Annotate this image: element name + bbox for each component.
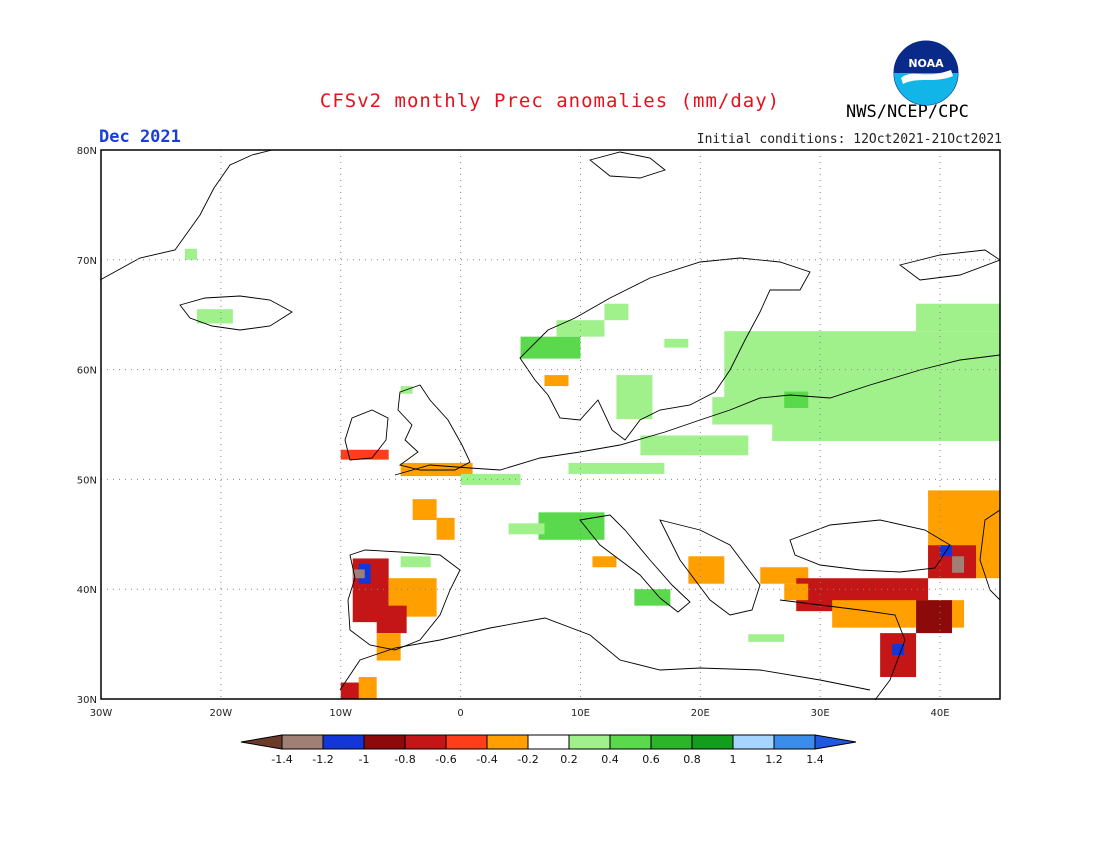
- anomaly-patch-sweden-green: [616, 375, 653, 420]
- anomaly-patch-morocco-red: [340, 682, 365, 699]
- y-tick-label: 80N: [77, 146, 97, 157]
- anomaly-patch-sw-norway: [544, 375, 569, 387]
- anomaly-patch-aegean-orange: [784, 583, 809, 601]
- anomaly-patch-channel: [400, 462, 473, 477]
- colorbar-label: -0.6: [435, 753, 456, 766]
- colorbar-label: 1.4: [806, 753, 824, 766]
- anomaly-patch-turkey-darkred: [916, 600, 953, 634]
- colorbar-label: -0.4: [476, 753, 497, 766]
- balkans-coast: [659, 519, 761, 616]
- noaa-logo-icon: NOAA: [893, 40, 959, 106]
- anomaly-patch-russia-green-2: [772, 397, 1000, 441]
- y-tick-label: 40N: [77, 585, 97, 596]
- colorbar-label: -1: [359, 753, 370, 766]
- colorbar-box: [363, 734, 406, 750]
- north-africa-coast: [339, 617, 871, 691]
- x-tick-label: 20E: [691, 708, 710, 719]
- x-tick-label: 30W: [90, 708, 113, 719]
- colorbar-label: -1.4: [271, 753, 292, 766]
- anomaly-patch-poland-green: [640, 435, 749, 456]
- anomaly-patch-morocco-orange-2: [358, 677, 377, 699]
- x-tick-label: 40E: [931, 708, 950, 719]
- colorbar-label: -0.2: [517, 753, 538, 766]
- colorbar-label: 0.6: [642, 753, 660, 766]
- y-tick-label: 30N: [77, 695, 97, 706]
- map-frame: [100, 149, 1001, 700]
- anomaly-patch-central-eu-green: [568, 462, 665, 474]
- anomaly-patch-caucasus-brown: [952, 556, 965, 573]
- colorbar-label: -1.2: [312, 753, 333, 766]
- x-tick-label: 0: [457, 708, 463, 719]
- anomaly-patch-norway-coast-2: [556, 320, 605, 337]
- colorbar-label: 1: [730, 753, 737, 766]
- anomaly-patch-russia-green-3: [916, 303, 1000, 332]
- anomaly-patch-brittany: [412, 499, 437, 521]
- anomaly-patch-italy-orange: [592, 556, 617, 568]
- anomaly-patch-greenland-e: [184, 248, 197, 260]
- italy-coast: [579, 514, 691, 613]
- colorbar-box: [732, 734, 775, 750]
- colorbar-left-triangle: [240, 734, 283, 750]
- colorbar-box: [650, 734, 693, 750]
- ireland-coast: [344, 409, 389, 461]
- anomaly-patch-iberia-red-2: [376, 605, 407, 634]
- levant-coast: [779, 599, 906, 701]
- colorbar-box: [609, 734, 652, 750]
- colorbar-box: [691, 734, 734, 750]
- colorbar-box: [281, 734, 324, 750]
- colorbar-label: 0.2: [560, 753, 578, 766]
- anomaly-patch-russia-green-1: [724, 331, 1000, 398]
- y-tick-label: 60N: [77, 366, 97, 377]
- anomaly-layer: [184, 248, 1000, 699]
- anomaly-patch-crete-green: [748, 634, 785, 642]
- colorbar-box: [773, 734, 816, 750]
- caspian-coast: [979, 509, 1001, 602]
- anomaly-patch-morocco-orange: [376, 633, 401, 661]
- colorbar-label: 1.2: [765, 753, 783, 766]
- anomaly-patch-norway-coast-3: [604, 303, 629, 321]
- anomaly-patch-sicily-green: [634, 589, 671, 606]
- svalbard-coast: [589, 151, 666, 179]
- colorbar-box: [527, 734, 570, 750]
- axis-labels: 30W 20W 10W 0 10E 20E 30E 40E 30N 40N 50N 60N 70N 80N: [77, 146, 950, 719]
- greenland-coast: [99, 149, 273, 281]
- anomaly-patch-ireland-sw: [340, 449, 389, 460]
- x-tick-label: 10W: [329, 708, 352, 719]
- x-tick-label: 30E: [811, 708, 830, 719]
- y-tick-label: 70N: [77, 256, 97, 267]
- anomaly-patch-finland-green: [664, 338, 689, 348]
- svg-text:NOAA: NOAA: [908, 57, 944, 70]
- colorbar-right-triangle: [814, 734, 857, 750]
- iberia-coast: [347, 549, 461, 651]
- anomaly-patch-levant-blue: [892, 644, 905, 656]
- anomaly-patch-alps-green-2: [508, 523, 545, 535]
- colorbar-label: 0.8: [683, 753, 701, 766]
- britain-coast: [397, 384, 471, 471]
- x-tick-label: 10E: [571, 708, 590, 719]
- colorbar-box: [404, 734, 447, 750]
- anomaly-patch-alps-green-1: [538, 512, 605, 540]
- colorbar-box: [445, 734, 488, 750]
- anomaly-patch-iberia-green: [400, 556, 431, 568]
- colorbar-label: -0.8: [394, 753, 415, 766]
- colorbar-label: 0.4: [601, 753, 619, 766]
- initial-conditions: Initial conditions: 12Oct2021-21Oct2021: [696, 132, 1002, 147]
- y-tick-label: 50N: [77, 475, 97, 486]
- chart-title: CFSv2 monthly Prec anomalies (mm/day): [319, 90, 781, 112]
- anomaly-patch-iberia-brown: [352, 569, 365, 579]
- organization-label: NWS/NCEP/CPC: [846, 102, 969, 122]
- forecast-month: Dec 2021: [99, 127, 181, 147]
- anomaly-patch-benelux-green: [460, 473, 521, 485]
- colorbar-box: [486, 734, 529, 750]
- colorbar-box: [322, 734, 365, 750]
- anomaly-patch-iceland: [196, 309, 233, 324]
- x-tick-label: 20W: [210, 708, 233, 719]
- colorbar-box: [568, 734, 611, 750]
- black-sea-coast: [789, 519, 951, 573]
- scandinavia-coast: [519, 257, 811, 441]
- iceland-coast: [179, 295, 293, 331]
- anomaly-patch-biscay: [436, 517, 455, 540]
